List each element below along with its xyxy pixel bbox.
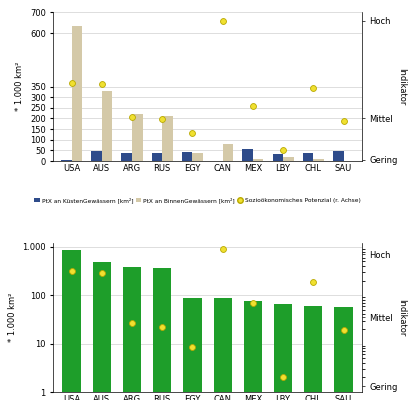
- Y-axis label: * 1.000 km²: * 1.000 km²: [8, 293, 16, 342]
- Bar: [93, 262, 111, 400]
- Bar: [313, 159, 324, 161]
- Point: [219, 17, 226, 24]
- Bar: [123, 267, 141, 400]
- Bar: [153, 268, 171, 400]
- Bar: [272, 154, 283, 161]
- Bar: [132, 114, 143, 161]
- Y-axis label: Indikator: Indikator: [397, 68, 406, 105]
- Bar: [244, 301, 262, 400]
- Bar: [253, 159, 263, 161]
- Bar: [333, 151, 344, 161]
- Bar: [214, 298, 232, 400]
- Bar: [102, 91, 112, 161]
- Y-axis label: Indikator: Indikator: [397, 299, 406, 336]
- Bar: [162, 116, 173, 161]
- Bar: [91, 152, 102, 161]
- Point: [249, 300, 256, 306]
- Point: [99, 81, 105, 88]
- Point: [219, 245, 226, 252]
- Point: [189, 344, 196, 350]
- Bar: [303, 152, 313, 161]
- Point: [310, 85, 316, 91]
- Y-axis label: * 1.000 km²: * 1.000 km²: [15, 62, 24, 111]
- Bar: [61, 160, 72, 161]
- Bar: [274, 304, 292, 400]
- Point: [340, 118, 347, 124]
- Bar: [223, 144, 233, 161]
- Point: [68, 80, 75, 86]
- Point: [340, 327, 347, 333]
- Bar: [72, 26, 82, 161]
- Bar: [152, 152, 162, 161]
- Point: [99, 270, 105, 276]
- Point: [159, 116, 166, 122]
- Bar: [62, 250, 81, 400]
- Point: [310, 278, 316, 285]
- Bar: [335, 307, 353, 400]
- Bar: [182, 152, 192, 161]
- Bar: [192, 153, 203, 161]
- Bar: [344, 160, 354, 161]
- Point: [280, 374, 286, 381]
- Bar: [121, 153, 132, 161]
- Bar: [183, 298, 201, 400]
- Bar: [242, 149, 253, 161]
- Point: [159, 324, 166, 330]
- Point: [129, 114, 135, 120]
- Point: [249, 102, 256, 109]
- Point: [280, 147, 286, 154]
- Point: [189, 130, 196, 136]
- Point: [68, 268, 75, 275]
- Legend: PtX an KüstenGewässern [km²], PtX an BinnenGewässern [km²], Sozioökonomisches Po: PtX an KüstenGewässern [km²], PtX an Bin…: [32, 196, 363, 206]
- Bar: [283, 158, 294, 161]
- Bar: [304, 306, 322, 400]
- Point: [129, 320, 135, 326]
- Bar: [212, 160, 223, 161]
